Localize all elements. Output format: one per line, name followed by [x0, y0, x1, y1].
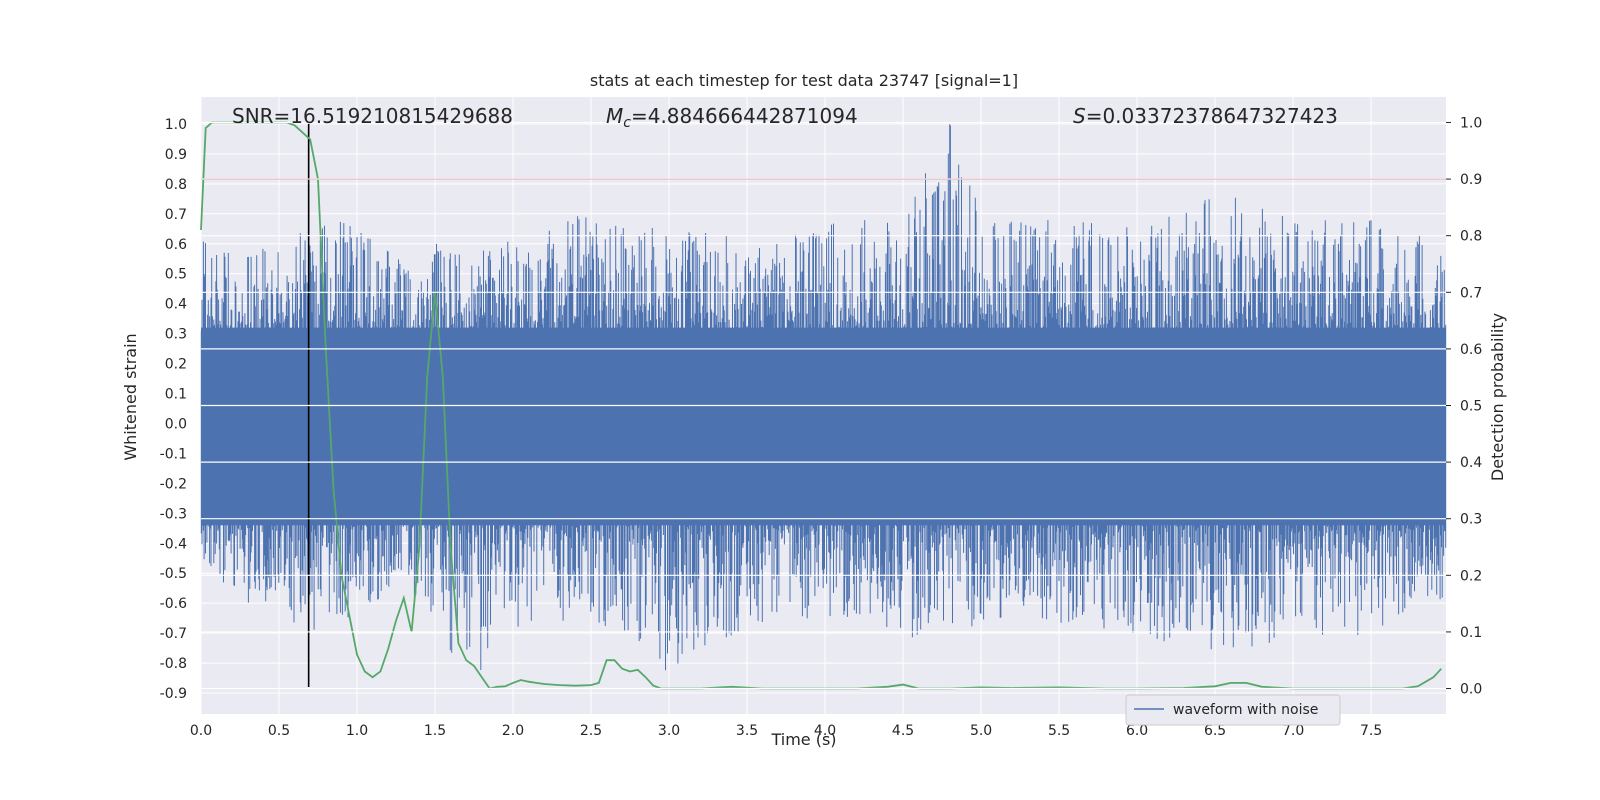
x-tick-label: 7.5: [1360, 723, 1382, 739]
x-tick-label: 5.5: [1048, 723, 1070, 739]
x-tick-label: 1.5: [424, 723, 446, 739]
x-tick-label: 4.5: [892, 723, 914, 739]
axes: 0.0 0.5 1.0 1.5 2.0 2.5 3.0 3.5 4.0 4.5 5.0 5.5 6.0 6…: [160, 115, 1483, 739]
y-right-tick-label: 0.9: [1460, 172, 1482, 188]
x-tick-label: 1.0: [346, 723, 368, 739]
x-tick-label: 6.5: [1204, 723, 1226, 739]
y-right-tick-label: 0.3: [1460, 512, 1482, 528]
y-left-tick-label: 0.7: [165, 207, 187, 223]
x-tick-label: 4.0: [814, 723, 836, 739]
waveform-series: [200, 124, 1447, 671]
y-left-tick-label: -0.1: [160, 446, 187, 462]
x-axis-label: Time (s): [770, 730, 836, 749]
y-left-tick-label: -0.9: [160, 686, 187, 702]
chart-title: stats at each timestep for test data 237…: [590, 71, 1018, 90]
y-left-tick-label: -0.6: [160, 596, 187, 612]
y-right-tick-label: 0.1: [1460, 625, 1482, 641]
y-left-tick-label: -0.5: [160, 566, 187, 582]
x-tick-label: 2.0: [502, 723, 524, 739]
x-tick-label: 0.5: [268, 723, 290, 739]
y-left-tick-label: 0.8: [165, 177, 187, 193]
x-tick-label: 5.0: [970, 723, 992, 739]
waveform-trace: [200, 124, 1447, 671]
y-left-tick-label: 0.1: [165, 387, 187, 403]
y-left-tick-label: 0.4: [165, 297, 187, 313]
y-left-tick-label: -0.3: [160, 506, 187, 522]
snr-annotation: SNR=16.519210815429688: [232, 104, 513, 128]
x-tick-label: 3.0: [658, 723, 680, 739]
legend-box: [1125, 694, 1341, 726]
y-left-tick-label: -0.2: [160, 476, 187, 492]
legend-label-waveform: waveform with noise: [1173, 702, 1318, 718]
x-tick-label: 7.0: [1282, 723, 1304, 739]
y-left-tick-label: -0.4: [160, 536, 187, 552]
y-left-tick-label: 0.0: [165, 416, 187, 432]
chirp-mass-symbol: M: [606, 104, 623, 128]
x-tick-label: 0.0: [190, 723, 212, 739]
legend: waveform with noise: [1125, 694, 1341, 726]
y-right-tick-label: 0.5: [1460, 399, 1482, 415]
s-value: =0.03372378647327423: [1086, 104, 1338, 128]
x-tick-label: 2.5: [580, 723, 602, 739]
chirp-mass-annotation: Mc=4.884666442871094: [606, 104, 858, 131]
y-right-tick-label: 1.0: [1460, 115, 1482, 131]
y-left-tick-label: 0.2: [165, 357, 187, 373]
y-right-tick-label: 0.6: [1460, 342, 1482, 358]
y-right-tick-label: 0.8: [1460, 229, 1482, 245]
chirp-mass-subscript: c: [623, 115, 631, 131]
chirp-mass-value: =4.884666442871094: [631, 104, 858, 128]
y-left-tick-label: 0.6: [165, 237, 187, 253]
s-annotation: S=0.03372378647327423: [1073, 104, 1338, 128]
y-right-tick-label: 0.0: [1460, 682, 1482, 698]
y-left-tick-label: 1.0: [165, 117, 187, 133]
s-symbol: S: [1073, 104, 1086, 128]
x-tick-label: 6.0: [1126, 723, 1148, 739]
y-right-tick-label: 0.2: [1460, 568, 1482, 584]
y-right-tick-label: 0.7: [1460, 285, 1482, 301]
y-axis-right-label: Detection probability: [1488, 313, 1507, 481]
detection-probability-line: [200, 121, 1442, 690]
y-left-tick-label: 0.9: [165, 147, 187, 163]
y-left-tick-label: -0.8: [160, 656, 187, 672]
y-right-tick-label: 0.4: [1460, 455, 1482, 471]
y-axis-left-label: Whitened strain: [121, 333, 140, 460]
y-left-tick-label: 0.5: [165, 267, 187, 283]
x-tick-label: 3.5: [736, 723, 758, 739]
y-left-tick-label: -0.7: [160, 626, 187, 642]
y-left-tick-label: 0.3: [165, 327, 187, 343]
